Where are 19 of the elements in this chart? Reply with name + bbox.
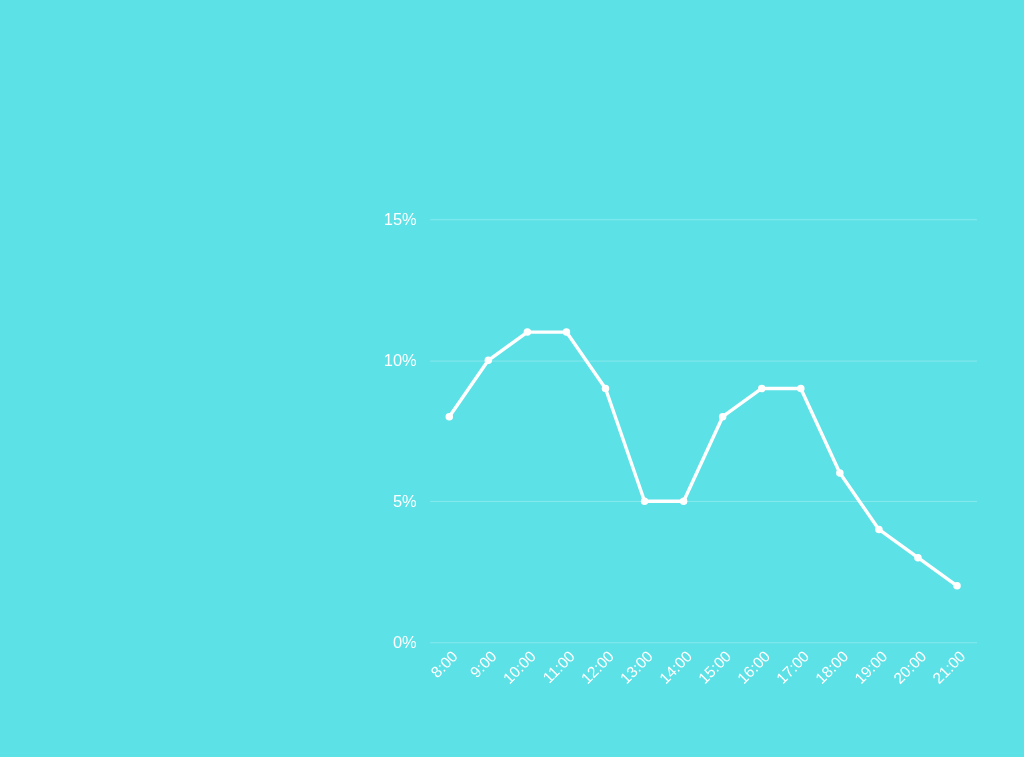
point — [797, 384, 805, 393]
y-tick-label: 15% — [383, 209, 418, 228]
point — [679, 497, 688, 505]
y-tick-label: 10% — [383, 350, 418, 369]
point — [484, 356, 493, 365]
point — [562, 328, 571, 336]
point — [953, 582, 961, 590]
point — [757, 384, 766, 393]
y-tick-label: 0% — [392, 632, 418, 651]
point — [914, 553, 922, 562]
point — [718, 412, 727, 421]
point — [523, 328, 532, 336]
y-tick-label: 5% — [392, 491, 418, 510]
point — [836, 469, 844, 477]
x-tick-label: 9:00 — [466, 647, 500, 681]
point — [445, 412, 454, 421]
point — [875, 525, 883, 534]
point — [640, 497, 649, 505]
point — [601, 384, 610, 393]
